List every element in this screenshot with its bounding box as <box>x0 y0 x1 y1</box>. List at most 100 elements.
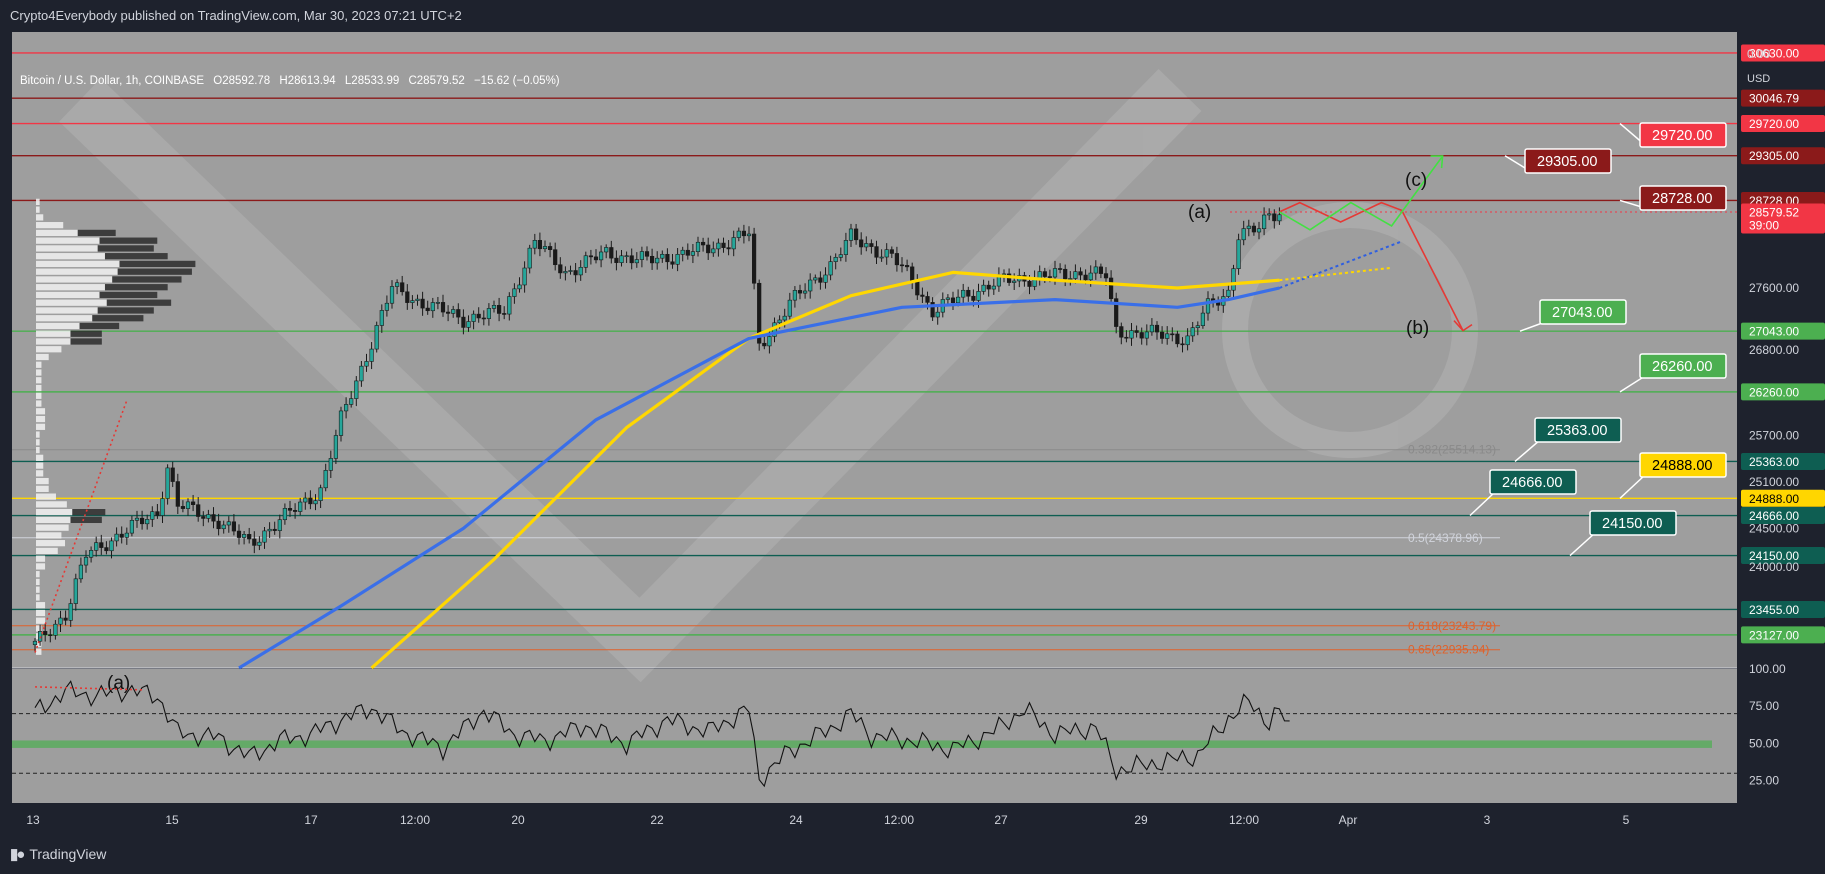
candle <box>491 300 497 313</box>
price-callout: 28728.00 <box>1619 185 1727 211</box>
candle <box>201 511 206 527</box>
time-axis-tick: 12:00 <box>1229 813 1259 827</box>
candle-up <box>955 296 961 304</box>
candle-up <box>430 302 435 312</box>
candle <box>869 239 874 254</box>
candle <box>981 279 986 295</box>
candle-down <box>476 313 481 319</box>
candle-up <box>624 255 629 258</box>
time-axis[interactable] <box>12 803 1737 833</box>
candle <box>583 251 588 273</box>
candle <box>1068 271 1073 286</box>
candle <box>884 243 889 265</box>
candle <box>1195 321 1200 336</box>
volume-profile-bar-up <box>36 222 64 229</box>
axis-label-bg <box>1741 600 1825 618</box>
candle-up <box>68 603 73 621</box>
time-axis-tick: 5 <box>1623 813 1630 827</box>
axis-label-text: 26260.00 <box>1749 385 1799 399</box>
candle <box>991 278 996 295</box>
candle <box>1175 330 1180 348</box>
volume-profile-bar-up <box>36 493 56 500</box>
axis-label-text: 27043.00 <box>1749 325 1799 339</box>
volume-profile-bar-up <box>36 470 44 477</box>
candle <box>445 305 451 322</box>
wave-label-a: (a) <box>1188 202 1211 223</box>
candle <box>466 315 471 332</box>
candle-down <box>853 228 859 241</box>
candle-up <box>124 532 129 538</box>
candle <box>818 271 823 290</box>
volume-profile-bar-up <box>36 214 44 221</box>
candle-up <box>1277 214 1282 222</box>
candle-up <box>981 284 986 292</box>
candle-up <box>1088 272 1093 281</box>
candle-up <box>1246 225 1251 229</box>
time-axis-tick: 3 <box>1484 813 1491 827</box>
callout-box <box>1534 417 1622 443</box>
projection-green-arrowhead <box>1430 155 1444 169</box>
axis-price-tick: 26800.00 <box>1749 343 1799 357</box>
candle-down <box>170 467 175 482</box>
volume-profile-bar-up <box>36 462 44 469</box>
candle <box>874 240 879 265</box>
candle-up <box>991 285 996 290</box>
volume-profile-bar-up <box>36 571 40 578</box>
candle <box>323 463 328 492</box>
candle-up <box>823 274 828 283</box>
candle-down <box>231 521 237 532</box>
candle <box>1262 207 1267 236</box>
candle <box>598 245 604 268</box>
candle <box>379 304 384 333</box>
candle-up <box>451 309 456 314</box>
volume-profile-bar-up <box>36 284 105 291</box>
callout-box <box>1524 148 1612 174</box>
candle-down <box>685 249 690 256</box>
volume-profile-bar-down <box>104 253 168 260</box>
rsi-axis-tick: 75.00 <box>1749 699 1779 713</box>
candle <box>119 526 124 544</box>
volume-profile-bar-down <box>79 322 120 330</box>
candle-up <box>1149 324 1154 333</box>
candle <box>889 246 894 259</box>
candle-up <box>282 508 288 521</box>
candle <box>675 248 680 272</box>
candle-up <box>160 498 165 516</box>
axis-price-label: 29305.00 <box>1741 147 1825 165</box>
candle-up <box>32 640 38 646</box>
candle <box>1200 305 1205 329</box>
candle <box>343 397 349 419</box>
candle-down <box>272 528 277 531</box>
candle-up <box>833 257 838 262</box>
price-callout: 24666.00 <box>1469 469 1577 517</box>
candle <box>1251 222 1256 236</box>
candle-down <box>1114 298 1119 327</box>
volume-profile-bar-down <box>117 268 192 275</box>
candle-up <box>206 514 211 519</box>
candlesticks[interactable] <box>32 207 1282 653</box>
volume-profile-bar-down <box>70 516 102 524</box>
candle <box>359 361 364 387</box>
candle <box>405 284 410 310</box>
candle-up <box>134 517 140 521</box>
candle <box>680 246 685 262</box>
candle <box>89 546 94 563</box>
candle-up <box>864 243 869 248</box>
candle-up <box>639 251 644 260</box>
candle <box>308 490 313 510</box>
candle-up <box>1012 280 1017 283</box>
candle <box>853 223 859 245</box>
candle-up <box>338 410 344 436</box>
candle <box>787 292 792 320</box>
candle-up <box>542 246 548 250</box>
axis-price-label: 24888.00 <box>1741 489 1825 507</box>
candle <box>711 241 716 257</box>
candle <box>160 491 165 523</box>
axis-price-tick: 25700.00 <box>1749 428 1799 442</box>
legend-line: Bitcoin / U.S. Dollar, 1h, COINBASE O285… <box>20 75 560 87</box>
callout-text: 25363.00 <box>1547 423 1607 439</box>
candle-up <box>961 289 966 298</box>
candle-down <box>175 481 180 507</box>
candle <box>828 255 833 281</box>
